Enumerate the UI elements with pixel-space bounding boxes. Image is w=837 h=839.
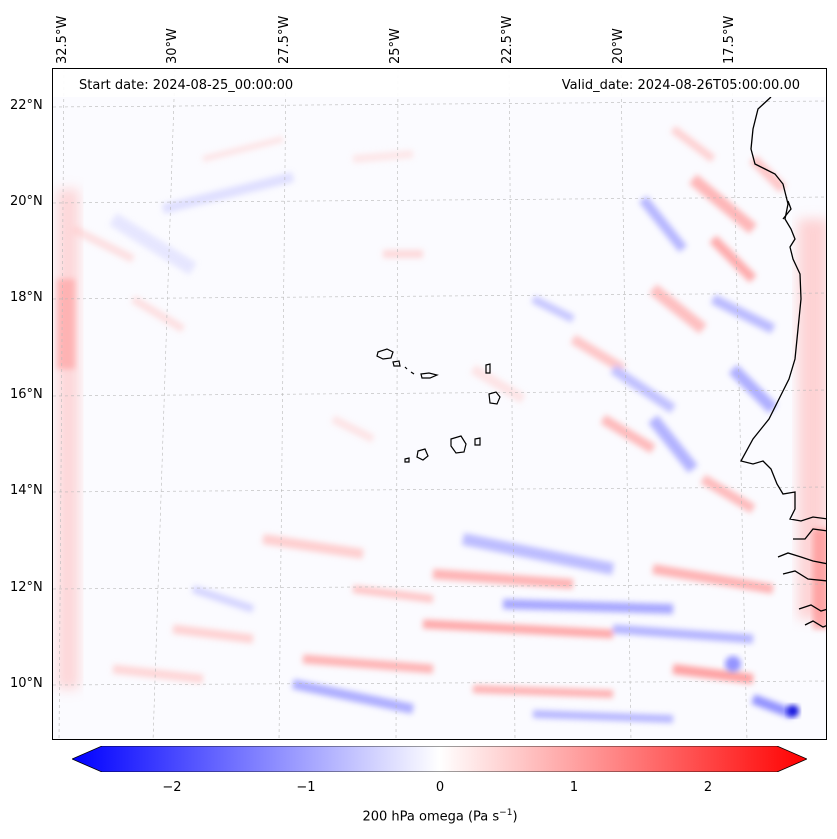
lat-label-14n: 14°N [10, 483, 43, 498]
cape-verde-islands [376, 348, 501, 463]
colorbar-label: 200 hPa omega (Pa s−1) [0, 808, 837, 824]
lon-label-32.5w: 32.5°W [55, 15, 70, 64]
lon-label-20w: 20°W [611, 28, 626, 64]
colorbar-tick: 1 [569, 780, 579, 795]
colorbar-tick: 0 [435, 780, 445, 795]
lat-label-22n: 22°N [10, 98, 43, 113]
map-panel: Start date: 2024-08-25_00:00:00 Valid_da… [52, 68, 827, 740]
start-date-label: Start date: 2024-08-25_00:00:00 [79, 78, 294, 93]
colorbar-label-text: 200 hPa omega (Pa s [362, 809, 500, 825]
header-strip [53, 69, 826, 97]
lat-label-18n: 18°N [10, 290, 43, 305]
lat-label-10n: 10°N [10, 676, 43, 691]
colorbar-tick: 2 [703, 780, 713, 795]
colorbar-gradient [72, 746, 807, 772]
african-coastline [740, 96, 826, 628]
omega-field-map [53, 69, 826, 739]
lon-label-22.5w: 22.5°W [500, 15, 515, 64]
colorbar-tick: −2 [162, 780, 182, 795]
lon-label-30w: 30°W [165, 28, 180, 64]
lat-label-20n: 20°N [10, 194, 43, 209]
valid-date-label: Valid_date: 2024-08-26T05:00:00.00 [561, 78, 800, 93]
graticule [53, 69, 826, 739]
colorbar-tick: −1 [296, 780, 316, 795]
lat-label-16n: 16°N [10, 387, 43, 402]
lon-label-17.5w: 17.5°W [722, 15, 737, 64]
colorbar-label-end: ) [512, 809, 518, 825]
colorbar [72, 746, 807, 772]
lon-label-25w: 25°W [388, 28, 403, 64]
lat-label-12n: 12°N [10, 580, 43, 595]
lon-label-27.5w: 27.5°W [277, 15, 292, 64]
colorbar-label-exponent: −1 [499, 808, 513, 818]
omega-field-shading [57, 125, 826, 723]
